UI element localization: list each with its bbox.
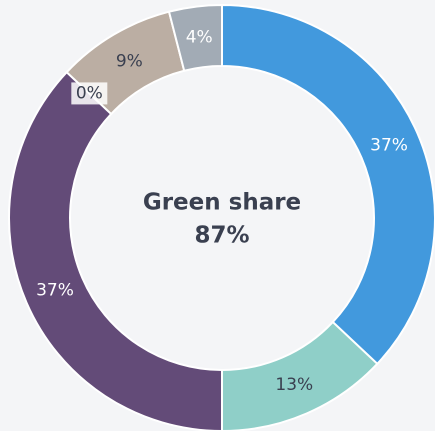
center-value: 87%: [194, 223, 249, 249]
slice-label: 37%: [370, 136, 408, 156]
slice: [8, 70, 223, 431]
slice: [221, 3, 435, 366]
label-background: [71, 82, 108, 105]
center-title: Green share: [143, 190, 301, 216]
slice: [221, 320, 379, 431]
slice-label: 0%: [76, 83, 103, 103]
slice: [167, 3, 223, 72]
slice-label: 4%: [186, 27, 213, 47]
labels: 37% 13% 37% 0% 9% 4%: [36, 27, 408, 395]
slice-label: 9%: [116, 51, 143, 71]
slice-label: 13%: [275, 375, 313, 395]
slice-label: 37%: [36, 280, 74, 300]
